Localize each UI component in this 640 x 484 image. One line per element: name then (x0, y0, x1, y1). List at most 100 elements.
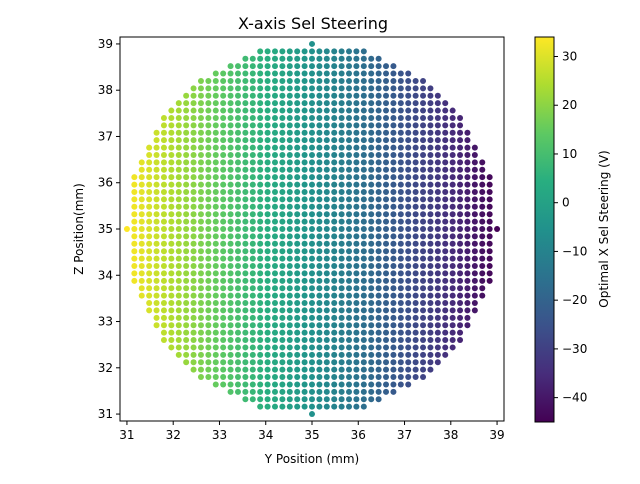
scatter-point (368, 92, 375, 99)
scatter-point (294, 77, 301, 84)
scatter-point (301, 48, 308, 55)
scatter-point (412, 359, 419, 366)
scatter-point (257, 226, 264, 232)
scatter-point (257, 359, 264, 366)
scatter-point (368, 114, 375, 121)
scatter-point (346, 300, 353, 307)
scatter-point (131, 233, 138, 240)
scatter-point (323, 396, 330, 403)
scatter-point (331, 226, 338, 232)
scatter-point (338, 307, 345, 314)
scatter-point (331, 277, 338, 284)
scatter-point (316, 285, 323, 292)
scatter-point (301, 211, 308, 218)
scatter-point (264, 403, 271, 410)
scatter-point (397, 285, 404, 292)
scatter-point (434, 285, 441, 292)
scatter-point (353, 196, 360, 203)
scatter-point (353, 233, 360, 240)
scatter-point (197, 122, 204, 129)
scatter-point (383, 114, 390, 121)
scatter-point (183, 300, 190, 307)
scatter-point (190, 122, 197, 129)
scatter-point (412, 329, 419, 336)
scatter-point (264, 351, 271, 358)
scatter-point (264, 63, 271, 70)
scatter-point (346, 218, 353, 225)
scatter-point (234, 263, 241, 270)
scatter-point (449, 114, 456, 121)
scatter-point (190, 181, 197, 188)
scatter-point (486, 203, 493, 210)
scatter-point (234, 70, 241, 77)
scatter-point (212, 137, 219, 144)
scatter-point (331, 77, 338, 84)
scatter-point (375, 381, 382, 388)
scatter-point (338, 137, 345, 144)
scatter-point (442, 322, 449, 329)
scatter-point (331, 55, 338, 62)
scatter-point (427, 129, 434, 136)
scatter-point (449, 322, 456, 329)
scatter-point (294, 233, 301, 240)
scatter-point (486, 263, 493, 270)
scatter-point (368, 174, 375, 181)
scatter-point (375, 366, 382, 373)
scatter-point (360, 307, 367, 314)
scatter-point (264, 285, 271, 292)
scatter-point (279, 166, 286, 173)
scatter-point (405, 70, 412, 77)
scatter-point (294, 366, 301, 373)
scatter-point (442, 351, 449, 358)
scatter-point (249, 196, 256, 203)
scatter-point (175, 233, 182, 240)
scatter-point (346, 77, 353, 84)
scatter-point (405, 351, 412, 358)
scatter-point (183, 344, 190, 351)
scatter-point (397, 337, 404, 344)
scatter-point (412, 240, 419, 247)
scatter-point (390, 233, 397, 240)
scatter-point (257, 122, 264, 129)
scatter-point (257, 48, 264, 55)
scatter-point (264, 70, 271, 77)
scatter-point (212, 270, 219, 277)
scatter-point (212, 151, 219, 158)
scatter-point (427, 181, 434, 188)
scatter-point (227, 263, 234, 270)
scatter-point (434, 248, 441, 255)
scatter-point (294, 122, 301, 129)
scatter-point (279, 270, 286, 277)
scatter-point (427, 137, 434, 144)
scatter-point (323, 218, 330, 225)
scatter-point (205, 366, 212, 373)
scatter-point (368, 70, 375, 77)
scatter-point (212, 196, 219, 203)
scatter-point (242, 129, 249, 136)
scatter-point (160, 337, 167, 344)
scatter-point (183, 263, 190, 270)
scatter-point (146, 233, 153, 240)
scatter-point (183, 248, 190, 255)
scatter-point (353, 151, 360, 158)
scatter-point (353, 137, 360, 144)
y-tick-label: 33 (98, 315, 113, 329)
scatter-point (368, 203, 375, 210)
scatter-point (309, 85, 315, 92)
y-tick-label: 31 (98, 407, 113, 421)
scatter-point (212, 174, 219, 181)
scatter-point (190, 300, 197, 307)
colorbar-tick-label: −10 (562, 244, 587, 258)
scatter-point (234, 188, 241, 195)
scatter-point (242, 70, 249, 77)
scatter-point (353, 188, 360, 195)
scatter-point (153, 248, 160, 255)
scatter-point (397, 151, 404, 158)
scatter-point (420, 351, 427, 358)
scatter-point (190, 211, 197, 218)
scatter-point (183, 337, 190, 344)
y-tick-label: 34 (98, 268, 113, 282)
scatter-point (360, 292, 367, 299)
scatter-point (316, 203, 323, 210)
scatter-point (360, 203, 367, 210)
